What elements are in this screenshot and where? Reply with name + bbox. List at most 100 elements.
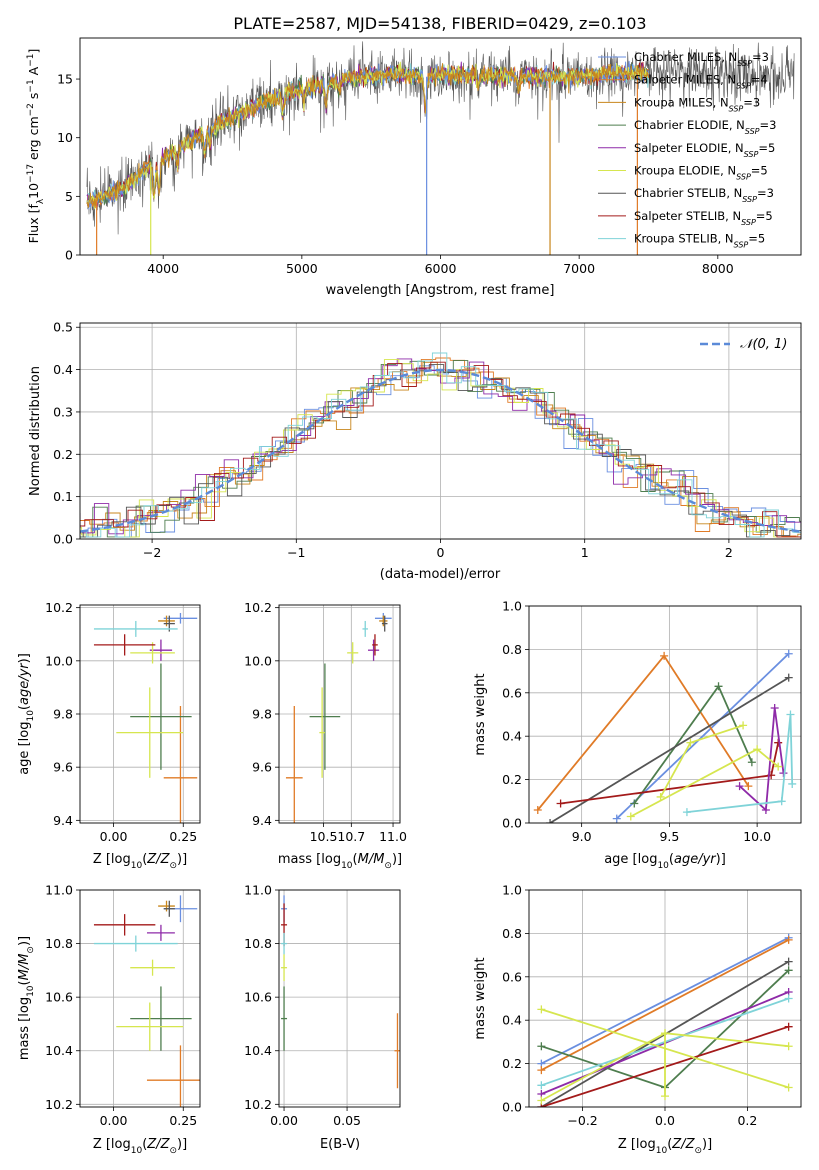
x-axis-label: Z [log10(Z/Z⊙)] [93,852,187,871]
plot-area [537,933,793,1107]
axes-frame [79,889,201,1108]
residual-histogram [80,361,801,538]
y-axis-label: mass weight [473,673,488,755]
weight-line [540,936,790,1065]
x-axis-label: Z [log10(Z/Z⊙)] [618,1137,712,1156]
y-tick-label: 0.3 [53,404,73,419]
panel-age-mass: 10.5 10.7 11.0 9.4 9.6 9.8 10.0 10.2 mass [log10… [244,600,407,871]
y-tick-label: 0.4 [53,362,73,377]
y-tick-label: 10.2 [45,600,73,615]
x-tick-label: 0.00 [100,1113,128,1128]
y-tick-label: 0.0 [502,1100,522,1115]
weight-marker [686,738,695,747]
weight-marker [537,1005,546,1014]
legend-label: Salpeter STELIB, NSSP=5 [634,209,773,227]
residual-histogram [80,360,801,538]
y-tick-label: 10.2 [244,1097,272,1112]
y-tick-label: 0.0 [502,816,522,831]
y-tick-label: 10.6 [244,990,272,1005]
x-tick-label: 6000 [425,261,457,276]
y-tick-label: 11.0 [45,883,73,898]
y-tick-label: 5 [65,189,73,204]
legend-label: Salpeter MILES, NSSP=4 [634,73,768,91]
weight-marker [786,710,795,719]
y-axis-label: mass weight [473,957,488,1039]
weight-marker [777,797,786,806]
y-tick-label: 0.6 [502,969,522,984]
y-tick-label: 10.0 [45,653,73,668]
weight-marker [537,1081,546,1090]
plot-area [93,612,198,823]
axes-frame [278,889,401,1108]
y-tick-label: 10.4 [45,1043,73,1058]
weight-marker [735,782,744,791]
x-tick-label: 1 [581,545,589,560]
weight-marker [537,1042,546,1051]
y-tick-label: 10.8 [244,936,272,951]
weight-marker [770,703,779,712]
x-tick-label: 0.0 [655,1113,675,1128]
y-tick-label: 10.0 [244,653,272,668]
plot-area [86,41,795,255]
y-tick-label: 0.6 [502,685,522,700]
x-tick-label: −0.2 [567,1113,597,1128]
y-tick-label: 10.4 [244,1043,272,1058]
x-tick-label: 0 [437,545,445,560]
y-tick-label: 9.6 [53,760,73,775]
x-tick-label: 7000 [563,261,595,276]
y-tick-label: 0.4 [502,1013,522,1028]
weight-marker [753,745,762,754]
x-axis-label: E(B-V) [320,1137,360,1152]
x-tick-label: 2 [725,545,733,560]
residual-histogram [80,364,801,538]
y-tick-label: 0.8 [502,642,522,657]
weight-line [686,714,794,813]
weight-marker [714,682,723,691]
y-tick-label: 9.4 [252,813,272,828]
x-tick-label: 10.7 [337,829,365,844]
residual-histogram [80,352,801,538]
panel-mass-ebv: 0.00 0.05 10.2 10.4 10.6 10.8 11.0 E(B-V) [244,883,401,1152]
axes-frame [528,605,802,824]
x-tick-label: 5000 [286,261,318,276]
weight-marker [784,935,793,944]
legend-label: Chabrier ELODIE, NSSP=3 [634,118,776,136]
x-tick-label: 10.0 [743,829,771,844]
y-tick-label: 0.5 [53,320,73,335]
x-tick-label: 0.25 [169,829,197,844]
weight-marker [788,779,797,788]
x-tick-label: 10.5 [310,829,338,844]
legend-label: Kroupa MILES, NSSP=3 [634,95,760,113]
y-tick-label: 0.8 [502,926,522,941]
y-tick-label: 11.0 [244,883,272,898]
y-tick-label: 9.4 [53,813,73,828]
y-tick-label: 1.0 [502,883,522,898]
x-tick-label: 8000 [702,261,734,276]
weight-marker [660,651,669,660]
x-tick-label: −2 [143,545,161,560]
x-tick-label: −1 [287,545,305,560]
x-tick-label: 9.0 [572,829,592,844]
weight-marker [656,792,665,801]
weight-marker [784,649,793,658]
x-tick-label: 11.0 [379,829,407,844]
y-tick-label: 10.6 [45,990,73,1005]
y-tick-label: 1.0 [502,599,522,614]
x-tick-label: 0.00 [100,829,128,844]
weight-line [540,939,790,1071]
weight-marker [784,673,793,682]
x-axis-label: Z [log10(Z/Z⊙)] [93,1137,187,1156]
weight-marker [784,1042,793,1051]
normal-curve [80,368,801,533]
weight-marker [533,805,542,814]
y-tick-label: 0.2 [502,1056,522,1071]
panel-weight-age: 9.0 9.5 10.0 0.0 0.2 0.4 0.6 0.8 1.0 mass weight a… [473,599,802,871]
panel-weight-Z: −0.2 0.0 0.2 0.0 0.2 0.4 0.6 0.8 1.0 mass weight Z… [473,883,802,1156]
weight-marker [747,758,756,767]
weight-marker [661,1092,669,1101]
weight-line [616,653,790,820]
y-axis-label: Normed distribution [28,366,43,496]
y-tick-label: 15 [57,72,73,87]
x-tick-label: 0.2 [737,1113,757,1128]
